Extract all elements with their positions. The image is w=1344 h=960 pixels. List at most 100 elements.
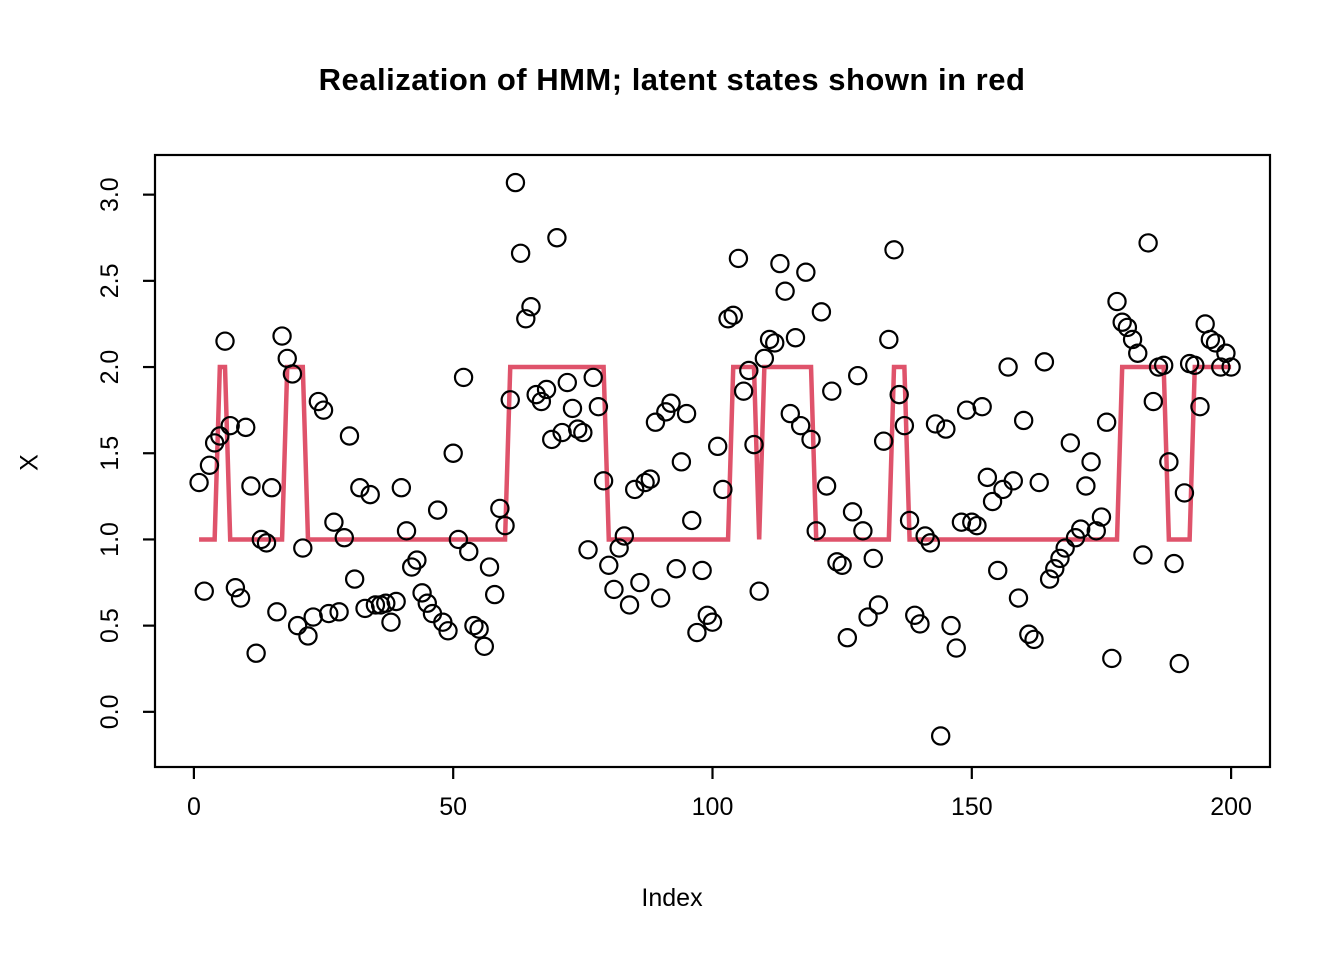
data-point (884, 240, 904, 260)
data-point (474, 636, 495, 657)
data-point (412, 583, 432, 603)
data-point (464, 615, 484, 636)
y-tick-label: 1.5 (96, 436, 124, 471)
data-point (744, 434, 764, 455)
data-point (873, 431, 894, 451)
data-point (490, 498, 510, 519)
data-point (749, 581, 769, 601)
data-point (1003, 471, 1023, 491)
data-point (614, 526, 635, 546)
data-point (1143, 391, 1164, 412)
data-point (920, 533, 941, 553)
data-point (707, 436, 728, 457)
data-point (194, 581, 214, 601)
data-point (733, 381, 754, 401)
data-point (822, 381, 842, 401)
data-point (360, 484, 380, 505)
data-point (941, 615, 961, 636)
data-point (386, 591, 406, 612)
data-point (650, 588, 671, 608)
data-point (1117, 317, 1138, 338)
data-point (407, 550, 427, 570)
data-point (542, 429, 562, 450)
data-point (459, 541, 479, 562)
x-tick-label: 100 (692, 793, 734, 821)
data-point (599, 555, 619, 575)
data-point (1211, 357, 1231, 377)
data-point (796, 262, 816, 282)
data-point (583, 367, 603, 388)
data-point (785, 328, 806, 348)
data-point (438, 621, 458, 641)
data-point (272, 326, 292, 346)
data-point (293, 538, 313, 558)
data-point (241, 476, 261, 496)
data-point (298, 626, 318, 646)
data-point (676, 403, 697, 424)
data-point (879, 329, 899, 350)
data-point (443, 443, 463, 463)
data-point (516, 309, 536, 329)
data-point (469, 619, 489, 639)
data-point (578, 540, 598, 560)
data-point (251, 529, 272, 550)
data-point (282, 364, 303, 384)
y-axis-label: X (15, 454, 44, 471)
data-point (391, 478, 412, 498)
data-point (220, 415, 240, 436)
data-point (593, 471, 614, 491)
data-point (640, 469, 660, 489)
data-point (365, 595, 386, 615)
data-point (951, 512, 972, 532)
data-point (832, 555, 852, 575)
data-point (510, 243, 531, 263)
data-point (604, 579, 624, 600)
data-point (334, 528, 354, 548)
data-point (728, 248, 749, 269)
data-point (1096, 412, 1117, 432)
data-point (1107, 291, 1127, 312)
data-point (479, 557, 500, 577)
data-point (246, 643, 266, 663)
data-point (1185, 355, 1205, 376)
x-tick-label: 50 (439, 793, 467, 821)
data-point (376, 593, 396, 613)
data-point (567, 419, 588, 439)
data-point (982, 491, 1003, 512)
data-point (848, 365, 868, 386)
data-point (588, 396, 609, 417)
data-point (780, 403, 800, 424)
data-point (868, 595, 889, 615)
data-point (230, 588, 251, 608)
data-point (858, 607, 878, 627)
data-point (1060, 433, 1081, 453)
data-point (1091, 507, 1112, 527)
latent-state-line (199, 364, 1232, 542)
data-point (765, 333, 785, 353)
data-point (557, 372, 577, 393)
data-point (910, 614, 930, 634)
data-point (682, 510, 702, 531)
data-point (236, 417, 256, 438)
data-point (1013, 410, 1034, 431)
data-point (1045, 559, 1065, 579)
data-point (381, 612, 401, 632)
data-point (505, 172, 526, 193)
data-point (1102, 648, 1122, 669)
data-point (417, 593, 437, 613)
data-point (806, 521, 826, 541)
data-point (790, 415, 811, 436)
data-point (199, 455, 220, 476)
data-point (495, 515, 515, 536)
data-point (1200, 329, 1221, 350)
data-point (267, 602, 287, 622)
data-point (723, 305, 743, 326)
data-point (225, 578, 246, 598)
data-point (1076, 476, 1096, 496)
data-point (988, 560, 1008, 581)
data-point (775, 281, 795, 301)
data-point (1024, 629, 1044, 650)
data-point (1071, 519, 1091, 539)
